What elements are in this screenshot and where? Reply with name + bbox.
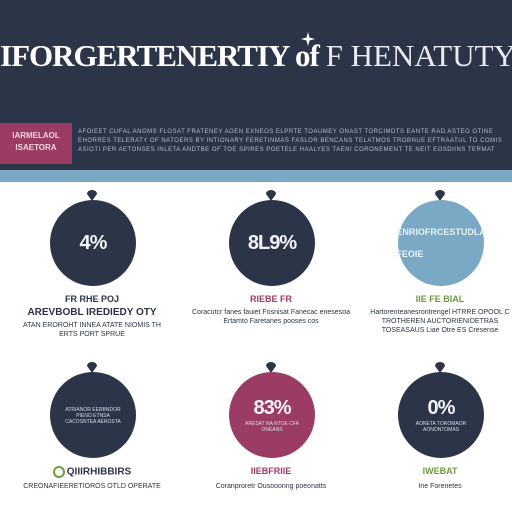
header-banner: IFORGERTENERTIY of F HENATUTY IARMELAOL …: [0, 0, 512, 170]
stat-description: CREONAFIEERETIOROS OTLD OPERATE: [23, 483, 161, 490]
title-main: IFORGERTENERTIY of: [0, 38, 326, 73]
stat-value: 4%: [79, 232, 108, 254]
pin-icon: [266, 362, 276, 373]
sparkle-icon: [301, 32, 315, 46]
stat-description: Coracutcr fanes fauiet Fosnisat Fanecac …: [192, 309, 350, 325]
stat-value: 83%: [253, 397, 291, 419]
stat-label: IIEBFRIIE: [250, 466, 292, 476]
stat-label: IWEBAT: [422, 466, 458, 476]
stat-circle: 0% AONETA TOROMAOR AONONTOMAS: [398, 372, 484, 458]
stat-label: QIIIRHIBBIRS: [7, 466, 177, 478]
stat-circle: 83% ARESAT NA NTOE CFA ONEANS: [229, 372, 315, 458]
page-title: IFORGERTENERTIY of F HENATUTY: [0, 38, 512, 78]
stat-card-2: 8L9% RIEBE FR Coracutcr fanes fauiet Fos…: [186, 190, 356, 350]
stat-description: ATAN EROROHT INNEA ATATE NIOMIS TH ERTS …: [23, 322, 161, 338]
pin-icon: [435, 190, 445, 201]
stat-label-text: QIIIRHIBBIRS: [66, 466, 132, 478]
stat-card-5: 83% ARESAT NA NTOE CFA ONEANS IIEBFRIIE …: [186, 362, 356, 522]
stat-description: Ine Forenetes: [418, 483, 462, 490]
stat-value: ENRIOFRCESTUDLA FEOIE: [396, 227, 486, 259]
stat-circle-text: ARESAT NA NTOE CFA ONEANS: [245, 421, 299, 433]
header-tag: IARMELAOL ISAETORA: [0, 123, 72, 164]
stat-sublabel: AREVBOBL IREDIEDY OTY: [27, 307, 157, 318]
stat-description: Hartorenteanesrontrengel HTRRE OPOOL C T…: [370, 309, 510, 334]
stat-circle: ATRIANOR EERBNDOR PIENO ETNSA CACOSNTEA …: [50, 372, 136, 458]
stat-label: RIEBE FR: [249, 294, 292, 304]
stat-circle: ENRIOFRCESTUDLA FEOIE: [396, 200, 486, 286]
leaf-icon: [52, 466, 65, 478]
stat-circle: 8L9%: [229, 200, 315, 286]
pin-icon: [87, 362, 97, 373]
stat-circle-text: AONETA TOROMAOR AONONTOMAS: [415, 421, 467, 433]
pin-icon: [87, 190, 97, 201]
stat-circle-text: ATRIANOR EERBNDOR PIENO ETNSA CACOSNTEA …: [65, 407, 121, 425]
stat-label: FR RHE POJ: [64, 294, 119, 304]
header-description: AFOIEET CUFAL ANOMS FLOSAT FRATENEY AOEN…: [78, 129, 503, 153]
stat-circle: 4%: [50, 200, 136, 286]
pin-icon: [435, 362, 445, 373]
stat-value: 0%: [427, 397, 456, 419]
stat-card-1: 4% FR RHE POJ AREVBOBL IREDIEDY OTY ATAN…: [7, 190, 177, 350]
stat-label: IIE FE BIAL: [415, 294, 465, 304]
stat-value: 8L9%: [247, 232, 297, 254]
stat-card-3: ENRIOFRCESTUDLA FEOIE IIE FE BIAL Hartor…: [355, 190, 512, 350]
stat-card-6: 0% AONETA TOROMAOR AONONTOMAS IWEBAT Ine…: [355, 362, 512, 522]
accent-band: [0, 170, 512, 182]
pin-icon: [266, 190, 276, 201]
title-accent: F HENATUTY: [325, 38, 512, 73]
stat-card-4: ATRIANOR EERBNDOR PIENO ETNSA CACOSNTEA …: [7, 362, 177, 522]
stat-description: Coranproretr Ousooonng poeonatts: [215, 483, 327, 490]
